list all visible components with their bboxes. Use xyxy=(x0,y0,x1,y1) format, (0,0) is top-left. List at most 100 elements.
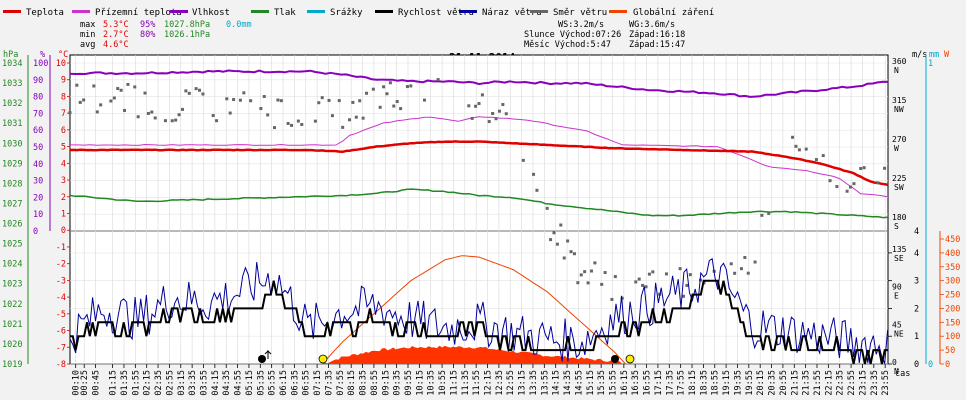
wind-dir-point xyxy=(739,267,743,271)
moonset-marker xyxy=(611,355,619,363)
wind-dir-point xyxy=(279,99,283,103)
wind-dir-point xyxy=(228,111,232,115)
wind-dir-point xyxy=(603,271,607,275)
svg-text:Náraz větru: Náraz větru xyxy=(482,8,542,18)
wind-dir-point xyxy=(504,112,508,116)
series-line-Přízemní teplota xyxy=(70,116,889,198)
top-panel-frame xyxy=(69,54,889,232)
series-line-Náraz větru xyxy=(69,257,889,366)
x-tick-label: 15:15 xyxy=(586,370,596,396)
c-unit: °C xyxy=(58,50,68,60)
svg-text:Přízemní teplota: Přízemní teplota xyxy=(95,8,182,18)
w-tick-label: 0 xyxy=(945,360,950,370)
wind-dir-point xyxy=(634,280,638,284)
c-tick-label: 9 xyxy=(61,76,66,86)
x-tick-label: 23:35 xyxy=(870,370,880,396)
wind-dir-point xyxy=(95,110,99,114)
wind-dir-point xyxy=(341,125,345,129)
wind-dir-point xyxy=(576,281,580,285)
wind-dir-point xyxy=(685,283,689,287)
x-tick-label: 18:15 xyxy=(688,370,698,396)
wind-dir-point xyxy=(238,98,242,102)
wind-dir-point xyxy=(535,188,539,192)
wind-dir-point xyxy=(358,99,362,103)
wind-dir-point xyxy=(664,272,668,276)
wind-dir-point xyxy=(119,88,123,92)
pct-tick-label: 0 xyxy=(33,227,38,237)
wind-dir-point xyxy=(494,117,498,121)
wind-dir-point xyxy=(112,96,116,100)
x-tick-label: 05:15 xyxy=(245,370,255,396)
c-tick-label: 0 xyxy=(61,226,66,236)
wind-dir-point xyxy=(474,104,478,108)
x-tick-label: 02:55 xyxy=(165,370,175,396)
pct-tick-label: 30 xyxy=(33,177,43,187)
wind-dir-point xyxy=(409,84,413,88)
series-line-Teplota xyxy=(69,140,889,187)
stats-block: max 5.3°C 95% 1027.8hPa 0.0mm min 2.7°C … xyxy=(80,20,252,50)
dir-compass-label: W xyxy=(894,144,899,153)
wind-dir-point xyxy=(153,116,157,120)
hpa-tick-label: 1022 xyxy=(2,300,22,310)
series-area-radiation xyxy=(322,345,626,364)
dir-compass-label: S xyxy=(894,222,899,231)
wind-dir-point xyxy=(184,89,188,93)
x-tick-label: 01:15 xyxy=(109,370,119,396)
x-tick-label: 07:35 xyxy=(324,370,334,396)
x-tick-label: 14:55 xyxy=(574,370,584,396)
wind-dir-point xyxy=(330,114,334,118)
dir-compass-label: SW xyxy=(894,183,904,192)
legend: Teplota Přízemní teplota Vlhkost Tlak Sr… xyxy=(3,8,714,18)
hpa-unit: hPa xyxy=(3,50,18,60)
x-tick-label: 05:55 xyxy=(268,370,278,396)
stat-min-press: 1026.1hPa xyxy=(164,30,210,40)
hpa-tick-label: 1027 xyxy=(2,199,22,209)
x-tick-label: 22:55 xyxy=(847,370,857,396)
wind-dir-point xyxy=(163,119,167,123)
legend-item-globalni-zareni: Globální záření xyxy=(609,8,714,18)
wind-dir-point xyxy=(354,115,358,119)
wind-dir-point xyxy=(491,111,495,115)
wind-dir-point xyxy=(399,107,403,111)
x-tick-label: 09:15 xyxy=(381,370,391,396)
x-tick-label: 12:35 xyxy=(495,370,505,396)
wind-dir-point xyxy=(760,213,764,217)
wind-dir-point xyxy=(286,121,290,125)
x-tick-label: 18:55 xyxy=(711,370,721,396)
wind-dir-point xyxy=(290,123,294,127)
wind-dir-point xyxy=(613,275,617,279)
x-tick-label: 11:15 xyxy=(449,370,459,396)
x-tick-label: 13:35 xyxy=(529,370,539,396)
c-tick-label: 5 xyxy=(61,143,66,153)
dir-compass-label: N xyxy=(894,367,899,376)
legend-item-teplota: Teplota xyxy=(3,8,64,18)
wind-dir-point xyxy=(521,158,525,162)
x-tick-label: 14:35 xyxy=(563,370,573,396)
wind-dir-point xyxy=(405,85,409,89)
wind-dir-point xyxy=(75,83,79,87)
stat-min-label: min xyxy=(80,30,95,40)
wind-dir-point xyxy=(814,158,818,162)
x-tick-label: 19:55 xyxy=(745,370,755,396)
hpa-tick-label: 1030 xyxy=(2,139,22,149)
legend-item-tlak: Tlak xyxy=(251,8,296,18)
wind-dir-point xyxy=(249,99,253,103)
wind-dir-point xyxy=(828,179,832,183)
wind-dir-point xyxy=(194,87,198,91)
x-tick-label: 00:25 xyxy=(80,370,90,396)
w-tick-label: 100 xyxy=(945,332,960,342)
wind-dir-point xyxy=(146,111,150,115)
svg-text:Tlak: Tlak xyxy=(274,8,296,18)
wind-dir-point xyxy=(501,103,505,107)
c-tick-label: -7 xyxy=(56,343,66,353)
c-tick-label: -6 xyxy=(56,327,66,337)
wind-dir-point xyxy=(767,211,771,215)
x-tick-label: 10:15 xyxy=(415,370,425,396)
dir-deg-label: 90 xyxy=(892,283,902,292)
wind-dir-point xyxy=(422,98,426,102)
x-tick-label: 18:35 xyxy=(699,370,709,396)
moon-set-info: Západ:15:47 xyxy=(629,40,685,50)
svg-text:Srážky: Srážky xyxy=(330,8,363,18)
stat-avg-label: avg xyxy=(80,40,95,50)
